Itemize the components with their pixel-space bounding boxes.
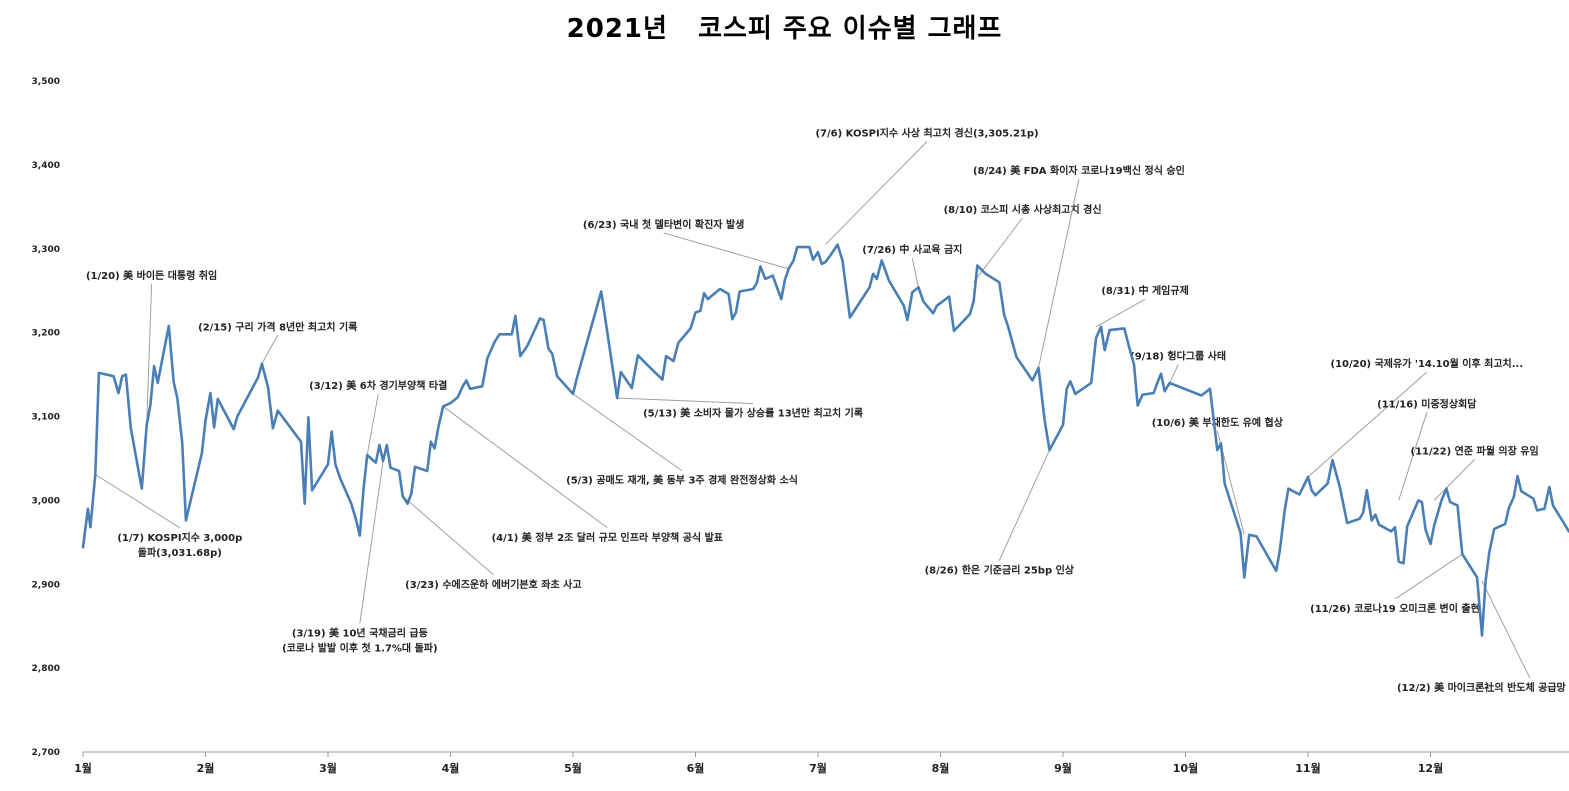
annotation-label: 돌파(3,031.68p) [138, 546, 222, 559]
y-tick-label: 3,200 [32, 329, 60, 339]
y-tick-label: 3,400 [32, 161, 60, 171]
annotation-leader-line [1398, 412, 1428, 501]
annotation-leader-line [442, 406, 608, 529]
x-tick-label: 3월 [319, 761, 337, 775]
x-tick-label: 5월 [564, 761, 582, 775]
chart-series [81, 243, 1569, 637]
annotation-label: (11/26) 코로나19 오미크론 변이 출현 [1310, 602, 1480, 615]
x-tick-label: 6월 [687, 761, 705, 775]
annotation-leader-line [359, 460, 384, 624]
x-tick-label: 4월 [442, 761, 460, 775]
annotation-label: (10/20) 국제유가 '14.10월 이후 최고치... [1331, 357, 1524, 370]
annotation-label: (8/24) 美 FDA 화이자 코로나19백신 정식 승인 [973, 164, 1185, 177]
x-tick-label: 12월 [1418, 761, 1443, 775]
annotation-leader-line [911, 257, 919, 288]
x-tick-label: 11월 [1295, 761, 1320, 775]
annotation-label: (3/19) 美 10년 국채금리 급등 [292, 626, 428, 639]
annotation-leader-line [94, 473, 181, 529]
annotation-leader-line [366, 393, 379, 456]
y-tick-label: 2,700 [32, 748, 60, 758]
annotation-label: (4/1) 美 정부 2조 달러 규모 인프라 부양책 공식 발표 [492, 531, 723, 544]
annotation-label: (10/6) 美 부채한도 유예 협상 [1152, 416, 1284, 429]
annotation-label: (9/18) 헝다그룹 사태 [1130, 350, 1226, 363]
x-tick-label: 7월 [809, 761, 827, 775]
y-tick-label: 2,800 [32, 664, 60, 674]
annotation-label: (6/23) 국내 첫 델타변이 확진자 발생 [583, 218, 744, 231]
annotation-label: (1/7) KOSPI지수 3,000p [117, 531, 242, 544]
annotation-leader-line [1095, 298, 1146, 328]
annotation-leader-line [402, 495, 494, 576]
y-tick-label: 2,900 [32, 580, 60, 590]
annotation-leader-line [1038, 179, 1080, 368]
chart-axes: 2,700 2,800 2,900 3,000 3,100 3,200 3,300 3,400… [32, 77, 1569, 775]
annotation-leader-line [617, 397, 754, 405]
annotation-label: (7/6) KOSPI지수 사상 최고치 경신(3,305.21p) [815, 127, 1038, 140]
annotation-leader-line [998, 449, 1050, 561]
annotation-leader-line [572, 393, 683, 472]
y-tick-label: 3,300 [32, 245, 60, 255]
kospi-series-line [81, 243, 1569, 637]
annotation-label: (3/12) 美 6차 경기부양책 타결 [309, 379, 447, 392]
x-tick-label: 2월 [197, 761, 215, 775]
annotation-leader-line [1481, 580, 1531, 679]
annotation-leader-line [1307, 371, 1428, 478]
x-tick-label: 9월 [1054, 761, 1072, 775]
annotation-label: (12/2) 美 마이크론社의 반도체 공급망 차질 완화 가능성 제시 [1397, 681, 1569, 694]
annotation-leader-line [146, 284, 153, 425]
annotation-label: (5/3) 공매도 재개, 美 동부 3주 경제 완전정상화 소식 [566, 474, 798, 487]
x-tick-label: 8월 [932, 761, 950, 775]
annotation-label: (11/22) 연준 파월 의장 유임 [1411, 444, 1539, 457]
y-tick-label: 3,100 [32, 413, 60, 423]
annotation-leader-line [663, 232, 789, 270]
annotation-label: (11/16) 미중정상회담 [1377, 397, 1477, 410]
annotation-label: (8/31) 中 게임규제 [1101, 284, 1188, 297]
annotation-label: (1/20) 美 바이든 대통령 취임 [86, 269, 217, 282]
annotation-label: (3/23) 수에즈운하 에버기븐호 좌초 사고 [405, 578, 581, 591]
annotation-leader-line [973, 217, 1023, 283]
chart-title: 2021년 코스피 주요 이슈별 그래프 [566, 14, 1003, 44]
y-tick-label: 3,500 [32, 77, 60, 87]
annotation-leader-line [261, 335, 279, 364]
annotation-leader-line [1394, 553, 1463, 600]
x-tick-label: 10월 [1173, 761, 1198, 775]
annotation-leader-line [824, 141, 928, 245]
annotation-label: (코로나 발발 이후 첫 1.7%대 돌파) [282, 641, 437, 654]
y-tick-label: 3,000 [32, 496, 60, 506]
annotation-leader-line [1169, 364, 1179, 384]
annotation-leader-line [1433, 459, 1475, 501]
annotation-label: (5/13) 美 소비자 물가 상승률 13년만 최고치 기록 [643, 407, 863, 420]
x-tick-label: 1월 [74, 761, 92, 775]
annotation-label: (7/26) 中 사교육 금지 [862, 243, 962, 256]
annotation-label: (2/15) 구리 가격 8년만 최고치 기록 [198, 320, 357, 333]
chart-annotations: (1/7) KOSPI지수 3,000p 돌파(3,031.68p) (1/20) … [86, 127, 1569, 694]
annotation-label: (8/10) 코스피 시총 사상최고치 경신 [944, 203, 1102, 216]
annotation-label: (8/26) 한은 기준금리 25bp 인상 [925, 563, 1075, 576]
